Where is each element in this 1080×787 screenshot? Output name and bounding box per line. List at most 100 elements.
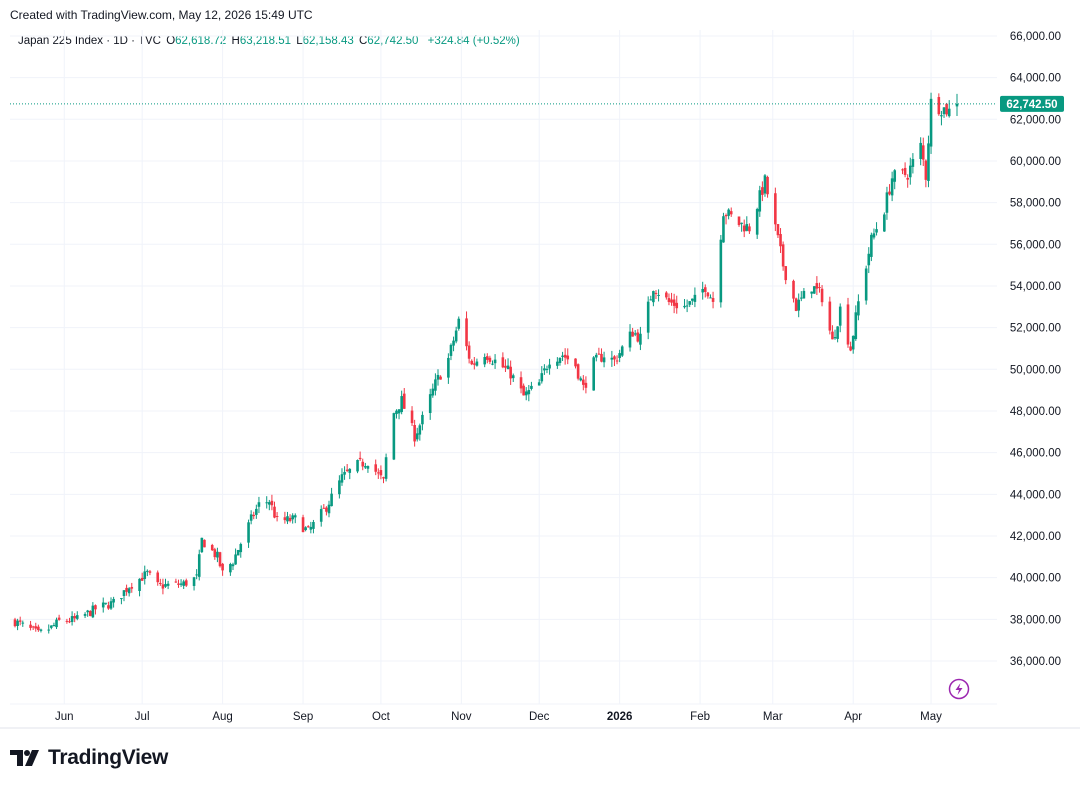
- candle: [561, 351, 564, 362]
- candle: [47, 624, 51, 634]
- price-axis: 36,000.00 38,000.00 40,000.00 42,000.00 44,0…: [1010, 31, 1061, 668]
- candle: [654, 290, 658, 300]
- candle: [955, 93, 959, 116]
- candle: [107, 601, 110, 610]
- y-tick-label: 42,000.00: [1010, 531, 1061, 543]
- candle: [291, 513, 294, 524]
- candle: [792, 279, 795, 303]
- candle: [18, 616, 22, 626]
- candle: [200, 537, 204, 553]
- candle: [615, 355, 619, 365]
- candle: [164, 578, 167, 588]
- candle: [685, 299, 689, 313]
- candle: [504, 359, 507, 372]
- candle: [439, 375, 442, 380]
- candle: [306, 525, 310, 528]
- candle: [330, 487, 333, 507]
- x-tick-label: Aug: [212, 711, 232, 723]
- candle: [729, 207, 733, 217]
- x-tick-label: Jul: [135, 711, 150, 723]
- candle: [475, 358, 479, 367]
- candle: [384, 453, 388, 482]
- candle: [836, 326, 839, 343]
- candle: [216, 547, 219, 563]
- x-tick-label: Oct: [372, 711, 391, 723]
- candle: [582, 375, 585, 391]
- x-tick-label: Sep: [293, 711, 313, 723]
- candle: [125, 584, 128, 596]
- symbol-label[interactable]: Japan 225 Index · 1D · TVC: [18, 35, 161, 47]
- candle: [597, 347, 601, 355]
- candle: [631, 327, 634, 337]
- candle: [392, 412, 396, 461]
- candle: [366, 465, 370, 473]
- candle: [888, 184, 891, 196]
- candle: [724, 213, 728, 225]
- open-value: 62,618.72: [175, 35, 227, 47]
- candle: [506, 358, 510, 370]
- close-label: C: [358, 35, 368, 47]
- candle: [812, 286, 816, 294]
- candle: [91, 602, 95, 619]
- candle: [268, 499, 271, 511]
- candle: [563, 348, 567, 365]
- candle: [846, 297, 850, 348]
- candle: [138, 578, 141, 597]
- candle: [908, 157, 912, 185]
- candle: [68, 617, 71, 624]
- change-value: +324.84 (+0.52%): [427, 35, 520, 47]
- candle: [600, 348, 603, 363]
- y-tick-label: 36,000.00: [1010, 656, 1061, 668]
- candle: [231, 562, 235, 571]
- candle: [65, 618, 69, 624]
- candle: [540, 366, 544, 384]
- candle: [195, 569, 198, 580]
- candle: [763, 174, 767, 197]
- candle: [797, 293, 801, 318]
- candle: [870, 232, 873, 262]
- tradingview-brand[interactable]: TradingView: [10, 746, 168, 770]
- candle: [919, 137, 922, 166]
- y-tick-label: 40,000.00: [1010, 573, 1061, 585]
- candle: [431, 383, 435, 398]
- candle: [509, 360, 512, 385]
- candle: [174, 578, 178, 583]
- candle: [675, 295, 679, 314]
- candle: [29, 620, 32, 631]
- candle: [402, 388, 406, 409]
- candle: [52, 622, 56, 627]
- candle: [379, 465, 383, 480]
- candle: [356, 459, 359, 474]
- candle: [101, 597, 105, 613]
- candle: [75, 611, 79, 621]
- flash-icon[interactable]: [948, 678, 970, 700]
- candle: [255, 504, 258, 519]
- candle: [740, 222, 743, 232]
- candle: [413, 419, 416, 447]
- low-label: L: [296, 35, 303, 47]
- candle: [322, 504, 326, 509]
- candle: [867, 247, 871, 274]
- candle: [639, 326, 642, 351]
- candle: [911, 153, 915, 174]
- candle: [218, 551, 222, 568]
- candle: [470, 359, 474, 366]
- candle: [566, 348, 570, 365]
- candle: [799, 291, 803, 302]
- brand-name: TradingView: [48, 746, 169, 769]
- y-tick-label: 46,000.00: [1010, 448, 1061, 460]
- candle: [519, 371, 523, 394]
- y-tick-label: 62,000.00: [1010, 114, 1061, 126]
- candle: [620, 345, 624, 358]
- candle: [161, 578, 165, 595]
- candle: [701, 281, 704, 300]
- candle: [548, 358, 551, 375]
- candle: [742, 219, 746, 238]
- price-chart[interactable]: 36,000.00 38,000.00 40,000.00 42,000.00 44,0…: [0, 0, 1080, 730]
- time-axis: Jun Jul Aug Sep Oct Nov Dec 2026 Feb Mar Apr May: [55, 711, 942, 723]
- candle: [166, 580, 170, 590]
- candle: [288, 514, 292, 523]
- y-tick-label: 44,000.00: [1010, 489, 1061, 501]
- candle: [779, 228, 782, 253]
- candle: [37, 624, 40, 632]
